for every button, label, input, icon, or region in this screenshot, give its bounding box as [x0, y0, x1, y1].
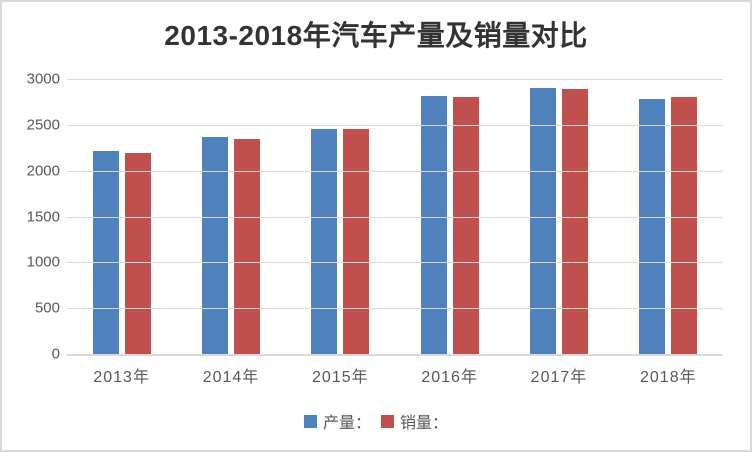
gridline-1000: [67, 262, 723, 264]
y-axis-tick-label: 1500: [26, 208, 60, 225]
bar-production-2013: [92, 151, 119, 354]
legend: 产量： 销量：: [2, 409, 750, 433]
gridline-2500: [67, 124, 723, 126]
bar-group-2016: [395, 79, 504, 354]
gridline-1500: [67, 216, 723, 218]
bar-sales-2016: [452, 97, 479, 354]
bar-group-2017: [504, 79, 613, 354]
gridline-500: [67, 308, 723, 310]
chart-title: 2013-2018年汽车产量及销量对比: [164, 20, 588, 51]
x-axis: 2013年 2014年 2015年 2016年 2017年 2018年: [67, 363, 723, 387]
bar-group-2014: [176, 79, 285, 354]
legend-swatch-production: [303, 414, 317, 428]
bar-production-2014: [201, 136, 228, 354]
plot-area: [67, 79, 723, 356]
y-axis-tick-label: 1000: [26, 253, 60, 271]
x-axis-label-2015: 2015年: [312, 369, 369, 386]
y-axis-tick-label: 2000: [26, 162, 60, 180]
y-axis-tick-label: 500: [34, 299, 60, 317]
legend-label-production: 产量：: [322, 415, 371, 432]
bar-sales-2013: [124, 152, 151, 354]
bar-sales-2017: [561, 89, 588, 354]
x-axis-label-2016: 2016年: [421, 369, 478, 386]
bar-series-container: [67, 79, 723, 354]
x-axis-label-2017: 2017年: [530, 369, 588, 386]
gridline-3000: [67, 79, 723, 80]
y-axis-tick-label: 2500: [26, 116, 60, 134]
bar-production-2018: [639, 99, 666, 354]
y-axis-tick-label: 3000: [26, 70, 60, 88]
legend-label-sales: 销量：: [400, 415, 449, 432]
y-axis: 3000 2500 2000 1500 1000 500 0: [8, 71, 60, 363]
bar-production-2016: [420, 96, 447, 354]
x-axis-label-2018: 2018年: [640, 369, 697, 386]
bar-sales-2014: [233, 138, 260, 354]
bar-group-2018: [614, 79, 723, 354]
bar-sales-2018: [671, 96, 698, 354]
x-axis-line: [67, 354, 723, 356]
y-axis-tick-label: 0: [51, 345, 60, 363]
x-axis-label-2014: 2014年: [202, 369, 260, 386]
bar-production-2015: [311, 129, 338, 354]
bar-group-2013: [67, 79, 176, 354]
bar-production-2017: [529, 87, 556, 354]
bar-sales-2015: [343, 128, 370, 354]
legend-item-sales: 销量：: [381, 409, 448, 433]
bar-group-2015: [286, 79, 395, 354]
x-axis-label-2013: 2013年: [93, 369, 150, 386]
legend-swatch-sales: [381, 414, 394, 428]
gridline-2000: [67, 170, 723, 172]
legend-item-production: 产量：: [303, 409, 371, 433]
